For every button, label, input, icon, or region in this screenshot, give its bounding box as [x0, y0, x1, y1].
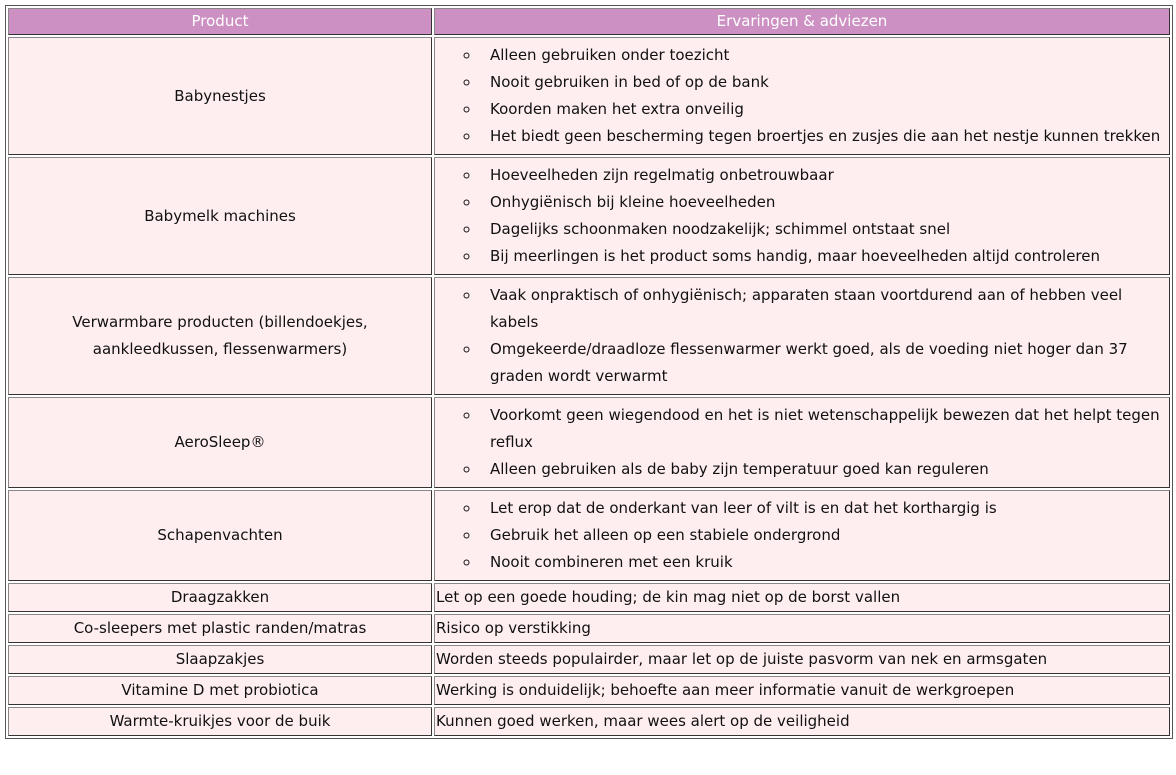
advice-cell: Voorkomt geen wiegendood en het is niet … — [434, 397, 1170, 488]
advice-item: Het biedt geen bescherming tegen broertj… — [480, 123, 1168, 150]
advice-item: Alleen gebruiken als de baby zijn temper… — [480, 456, 1168, 483]
advice-list: Let erop dat de onderkant van leer of vi… — [436, 495, 1168, 576]
advice-cell: Let erop dat de onderkant van leer of vi… — [434, 490, 1170, 581]
advice-item: Onhygiënisch bij kleine hoeveelheden — [480, 189, 1168, 216]
product-cell: Schapenvachten — [8, 490, 432, 581]
product-cell: Babymelk machines — [8, 157, 432, 275]
advice-cell: Kunnen goed werken, maar wees alert op d… — [434, 707, 1170, 736]
advice-item: Nooit gebruiken in bed of op de bank — [480, 69, 1168, 96]
advice-cell: Werking is onduidelijk; behoefte aan mee… — [434, 676, 1170, 705]
table-row: AeroSleep® Voorkomt geen wiegendood en he… — [8, 397, 1170, 488]
product-cell: Verwarmbare producten (billendoekjes, aa… — [8, 277, 432, 395]
advice-list: Alleen gebruiken onder toezichtNooit geb… — [436, 42, 1168, 150]
advice-item: Dagelijks schoonmaken noodzakelijk; schi… — [480, 216, 1168, 243]
product-cell: Slaapzakjes — [8, 645, 432, 674]
header-product: Product — [8, 8, 432, 35]
advice-list: Voorkomt geen wiegendood en het is niet … — [436, 402, 1168, 483]
advice-item: Gebruik het alleen op een stabiele onder… — [480, 522, 1168, 549]
table-row: Schapenvachten Let erop dat de onderkant … — [8, 490, 1170, 581]
advice-item: Nooit combineren met een kruik — [480, 549, 1168, 576]
product-cell: Vitamine D met probiotica — [8, 676, 432, 705]
table-row: Verwarmbare producten (billendoekjes, aa… — [8, 277, 1170, 395]
header-advice: Ervaringen & adviezen — [434, 8, 1170, 35]
product-cell: Draagzakken — [8, 583, 432, 612]
table-row: BabynestjesAlleen gebruiken onder toezic… — [8, 37, 1170, 155]
product-cell: AeroSleep® — [8, 397, 432, 488]
advice-item: Vaak onpraktisch of onhygiënisch; appara… — [480, 282, 1168, 336]
advice-cell: Risico op verstikking — [434, 614, 1170, 643]
advice-item: Omgekeerde/draadloze flessenwarmer werkt… — [480, 336, 1168, 390]
product-advice-table: Product Ervaringen & adviezen Babynestje… — [5, 5, 1173, 739]
advice-list: Hoeveelheden zijn regelmatig onbetrouwba… — [436, 162, 1168, 270]
advice-item: Koorden maken het extra onveilig — [480, 96, 1168, 123]
product-cell: Warmte-kruikjes voor de buik — [8, 707, 432, 736]
table-row: Warmte-kruikjes voor de buik Kunnen goed … — [8, 707, 1170, 736]
table-row: Vitamine D met probiotica Werking is ondu… — [8, 676, 1170, 705]
advice-item: Voorkomt geen wiegendood en het is niet … — [480, 402, 1168, 456]
advice-cell: Let op een goede houding; de kin mag nie… — [434, 583, 1170, 612]
advice-item: Alleen gebruiken onder toezicht — [480, 42, 1168, 69]
header-row: Product Ervaringen & adviezen — [8, 8, 1170, 35]
product-cell: Babynestjes — [8, 37, 432, 155]
product-cell: Co-sleepers met plastic randen/matras — [8, 614, 432, 643]
advice-item: Let erop dat de onderkant van leer of vi… — [480, 495, 1168, 522]
table-row: Slaapzakjes Worden steeds populairder, ma… — [8, 645, 1170, 674]
table-row: Babymelk machines Hoeveelheden zijn regel… — [8, 157, 1170, 275]
advice-cell: Hoeveelheden zijn regelmatig onbetrouwba… — [434, 157, 1170, 275]
table-row: Co-sleepers met plastic randen/matras Ris… — [8, 614, 1170, 643]
advice-item: Bij meerlingen is het product soms handi… — [480, 243, 1168, 270]
advice-cell: Worden steeds populairder, maar let op d… — [434, 645, 1170, 674]
advice-item: Hoeveelheden zijn regelmatig onbetrouwba… — [480, 162, 1168, 189]
advice-cell: Alleen gebruiken onder toezichtNooit geb… — [434, 37, 1170, 155]
advice-cell: Vaak onpraktisch of onhygiënisch; appara… — [434, 277, 1170, 395]
table-row: Draagzakken Let op een goede houding; de … — [8, 583, 1170, 612]
advice-list: Vaak onpraktisch of onhygiënisch; appara… — [436, 282, 1168, 390]
